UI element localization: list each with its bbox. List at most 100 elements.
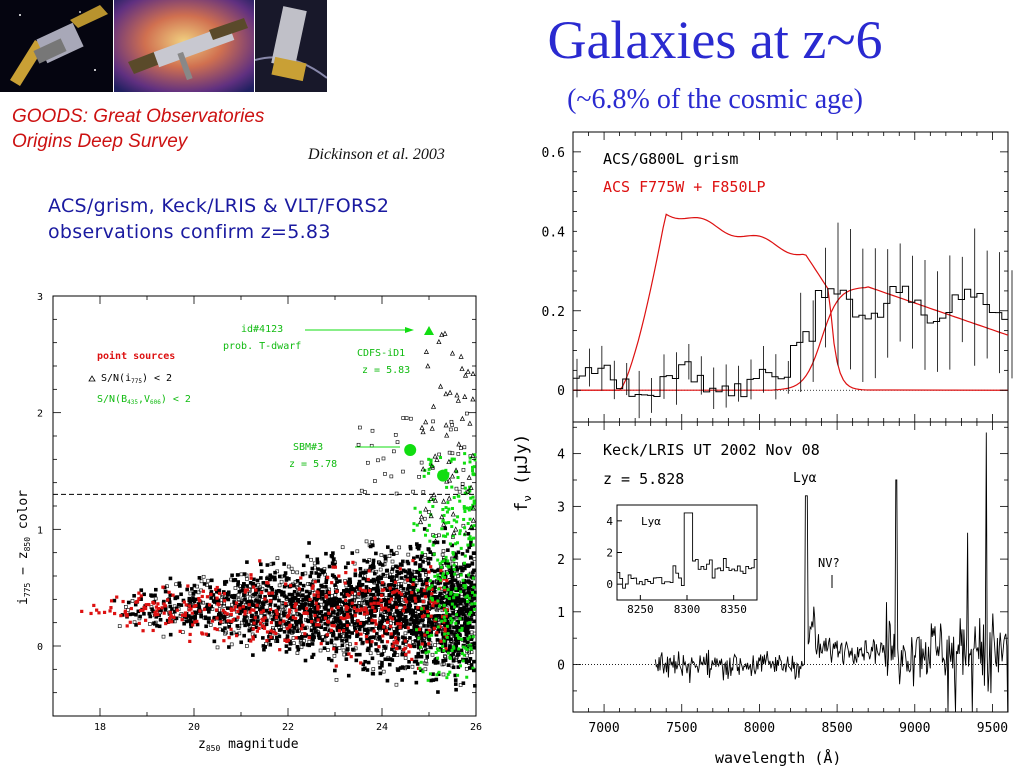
dropout-point [427, 471, 431, 475]
galaxy-point [317, 572, 322, 577]
point-source [391, 591, 395, 595]
galaxy-point [410, 609, 415, 613]
inset-x-tick-label: 8250 [627, 603, 654, 616]
galaxy-point [153, 596, 158, 601]
inset-x-tick-label: 8350 [720, 603, 747, 616]
triangle-point [418, 518, 424, 525]
dropout-point [452, 496, 456, 500]
legend-triangle-icon [88, 375, 96, 382]
dropout-point [428, 586, 432, 590]
galaxy-point [453, 682, 458, 686]
triangle-point [428, 495, 434, 501]
galaxy-point [259, 576, 263, 580]
dropout-point [427, 523, 431, 527]
galaxy-point [333, 583, 337, 587]
dropout-point [440, 619, 444, 623]
point-source [344, 598, 348, 602]
galaxy-point [290, 570, 295, 574]
galaxy-point [368, 635, 373, 640]
point-source [358, 587, 362, 591]
highlight-circle [404, 444, 417, 456]
inset-x-tick-label: 8300 [674, 603, 701, 616]
point-source [129, 606, 133, 611]
point-source [403, 597, 407, 601]
galaxy-point [354, 652, 359, 657]
galaxy-point [401, 416, 406, 420]
grism-spectrum [573, 285, 1009, 398]
point-source [137, 591, 141, 595]
point-source [350, 591, 354, 595]
galaxy-point [300, 593, 304, 598]
galaxy-point [207, 616, 211, 621]
dropout-point [433, 574, 437, 578]
galaxy-point [319, 619, 323, 623]
galaxy-point [385, 631, 390, 636]
point-source [178, 629, 182, 633]
galaxy-point [313, 630, 318, 634]
galaxy-point [301, 602, 306, 607]
galaxy-point [286, 564, 291, 569]
galaxy-point [239, 620, 244, 625]
goods-line-2: Origins Deep Survey [12, 131, 188, 152]
galaxy-point [464, 666, 469, 671]
galaxy-point [261, 602, 266, 607]
galaxy-point [342, 612, 347, 617]
triangle-point [432, 497, 438, 503]
triangle-point [465, 368, 471, 374]
galaxy-point [411, 489, 415, 494]
triangle-point [468, 523, 474, 529]
galaxy-point [230, 602, 234, 607]
dropout-point [465, 594, 469, 598]
galaxy-point [434, 607, 439, 611]
galaxy-point [468, 591, 472, 596]
galaxy-point [205, 583, 209, 587]
triangle-point [434, 456, 440, 462]
point-source [260, 624, 264, 628]
galaxy-point [401, 469, 405, 474]
galaxy-point [455, 567, 460, 572]
galaxy-point [268, 642, 273, 647]
point-source [304, 606, 309, 610]
galaxy-point [455, 628, 460, 633]
galaxy-point [282, 574, 287, 578]
lya-label: Lyα [793, 471, 817, 486]
galaxy-point [443, 654, 447, 658]
dropout-point [462, 506, 466, 510]
galaxy-point [318, 636, 322, 640]
point-source [144, 618, 148, 622]
lris-panel [573, 432, 1009, 713]
dropout-point [470, 591, 474, 595]
point-source [205, 595, 210, 599]
point-source [391, 644, 395, 648]
dropout-point [431, 598, 435, 602]
point-source [337, 629, 342, 633]
galaxy-point [315, 609, 320, 614]
galaxy-point [353, 595, 357, 600]
galaxy-point [402, 617, 407, 621]
galaxy-point [412, 659, 417, 664]
triangle-point [451, 529, 457, 536]
galaxy-point [301, 583, 306, 588]
dropout-point [446, 588, 450, 592]
galaxy-point [421, 490, 426, 494]
galaxy-point [363, 659, 367, 664]
point-source [326, 575, 330, 580]
point-source [137, 597, 141, 601]
galaxy-point [220, 595, 224, 599]
galaxy-point [457, 489, 462, 494]
galaxy-point [351, 647, 355, 652]
dropout-point [437, 587, 441, 591]
dropout-point [467, 537, 471, 541]
dropout-point [436, 577, 440, 581]
dropout-point [431, 504, 435, 508]
triangle-point [432, 453, 438, 459]
point-source [299, 627, 304, 631]
point-source [316, 591, 320, 595]
dropout-point [432, 552, 436, 556]
dropout-point [471, 666, 475, 670]
galaxy-point [379, 553, 384, 557]
galaxy-point [168, 593, 173, 597]
galaxy-point [472, 631, 477, 636]
galaxy-point [460, 485, 465, 490]
point-source [407, 643, 411, 647]
